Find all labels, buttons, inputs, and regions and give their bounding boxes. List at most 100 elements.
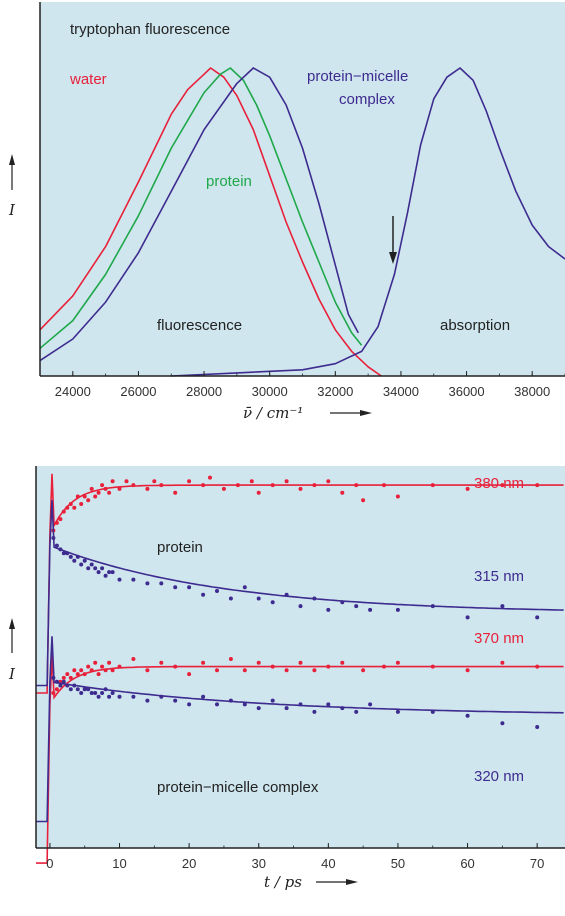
- data-point-320-nm: [430, 709, 435, 714]
- data-point-380-nm: [131, 483, 136, 488]
- data-point-370-nm: [65, 672, 70, 677]
- data-point-320-nm: [368, 702, 373, 707]
- data-point-380-nm: [395, 494, 400, 499]
- data-point-370-nm: [382, 664, 386, 669]
- data-point-380-nm: [100, 483, 105, 488]
- fluorescence-absorption-chart: 24000 26000 28000 30000 32000 34000 36000 38000…: [8, 2, 565, 422]
- data-point-320-nm: [72, 683, 77, 688]
- data-point-315-nm: [242, 585, 247, 590]
- x-tick-label: 28000: [186, 384, 222, 399]
- fit-380-nm: [36, 473, 564, 694]
- y-arrow-icon-bottom: [9, 618, 15, 653]
- data-point-380-nm: [61, 509, 66, 514]
- data-point-320-nm: [465, 713, 470, 718]
- data-point-320-nm: [86, 687, 91, 692]
- data-point-320-nm: [270, 698, 275, 703]
- data-point-380-nm: [75, 494, 80, 499]
- data-point-370-nm: [100, 664, 105, 669]
- data-point-370-nm: [312, 668, 317, 673]
- x-tick-label: 38000: [514, 384, 550, 399]
- data-point-315-nm: [82, 558, 87, 563]
- data-point-380-nm: [535, 483, 540, 488]
- spectra-series: [39, 67, 565, 377]
- data-point-380-nm: [500, 483, 505, 488]
- x-tick-label: 32000: [317, 384, 353, 399]
- data-point-380-nm: [54, 520, 59, 525]
- data-point-315-nm: [131, 577, 136, 582]
- x-tick-label: 30: [252, 856, 266, 871]
- data-point-370-nm: [72, 668, 77, 673]
- data-point-315-nm: [79, 562, 84, 567]
- data-point-370-nm: [187, 672, 192, 677]
- data-point-315-nm: [86, 566, 91, 571]
- fit-370-nm: [36, 655, 564, 864]
- kinetic-series: [36, 473, 564, 864]
- data-point-320-nm: [284, 706, 289, 711]
- data-point-315-nm: [51, 536, 56, 540]
- data-point-315-nm: [430, 604, 435, 609]
- data-point-315-nm: [201, 592, 206, 597]
- data-point-370-nm: [145, 668, 150, 673]
- data-point-315-nm: [93, 566, 98, 571]
- data-point-380-nm: [354, 483, 359, 488]
- data-point-380-nm: [249, 479, 254, 484]
- data-point-315-nm: [270, 600, 275, 605]
- data-point-315-nm: [68, 554, 73, 559]
- data-point-380-nm: [284, 479, 289, 484]
- data-point-380-nm: [298, 486, 303, 491]
- x-tick-label: 0: [46, 856, 53, 871]
- data-point-320-nm: [256, 706, 261, 711]
- data-point-370-nm: [242, 668, 247, 673]
- data-point-370-nm: [96, 672, 101, 677]
- chart-title: tryptophan fluorescence: [70, 21, 230, 38]
- label-370nm: 370 nm: [474, 630, 524, 647]
- data-point-380-nm: [117, 486, 122, 491]
- x-tick-label: 24000: [55, 384, 91, 399]
- data-point-380-nm: [72, 505, 77, 510]
- data-point-370-nm: [86, 664, 91, 669]
- x-tick-label: 34000: [383, 384, 419, 399]
- data-point-315-nm: [117, 577, 122, 582]
- data-point-315-nm: [187, 585, 192, 590]
- data-point-380-nm: [187, 479, 192, 484]
- data-point-370-nm: [51, 691, 56, 695]
- data-point-370-nm: [340, 660, 345, 665]
- data-point-370-nm: [395, 660, 400, 665]
- series-protein-micelle-complex-fluorescence: [39, 67, 360, 362]
- data-point-315-nm: [89, 562, 94, 567]
- label-protein: protein: [206, 173, 252, 190]
- data-point-315-nm: [96, 570, 101, 575]
- data-point-315-nm: [326, 607, 331, 612]
- label-complex-line2: complex: [339, 91, 395, 108]
- data-point-320-nm: [107, 694, 112, 699]
- data-point-320-nm: [145, 698, 150, 703]
- label-complex-bottom: protein−micelle complex: [157, 779, 319, 796]
- data-point-315-nm: [72, 558, 77, 563]
- data-point-315-nm: [100, 566, 105, 571]
- x-tick-label: 20: [182, 856, 196, 871]
- data-point-315-nm: [173, 585, 178, 590]
- data-point-380-nm: [326, 479, 331, 484]
- data-point-320-nm: [117, 694, 122, 699]
- data-point-380-nm: [89, 486, 94, 491]
- data-point-380-nm: [221, 486, 226, 491]
- data-point-370-nm: [361, 668, 366, 673]
- data-point-320-nm: [173, 698, 178, 703]
- data-point-380-nm: [82, 494, 87, 499]
- data-point-370-nm: [110, 668, 115, 673]
- data-point-370-nm: [82, 672, 87, 677]
- series-water: [39, 67, 382, 377]
- data-point-315-nm: [75, 554, 80, 559]
- data-point-320-nm: [215, 702, 219, 707]
- data-point-380-nm: [340, 490, 345, 495]
- data-point-370-nm: [75, 672, 80, 677]
- data-point-370-nm: [117, 664, 122, 669]
- data-point-380-nm: [145, 486, 150, 491]
- down-arrow-icon: [389, 216, 397, 264]
- data-point-320-nm: [228, 698, 233, 703]
- data-point-380-nm: [107, 490, 112, 495]
- data-point-370-nm: [54, 687, 59, 692]
- data-point-370-nm: [256, 660, 261, 665]
- x-ticks-bottom: 0 10 20 30 40 50 60 70: [46, 843, 544, 871]
- data-point-320-nm: [93, 691, 98, 695]
